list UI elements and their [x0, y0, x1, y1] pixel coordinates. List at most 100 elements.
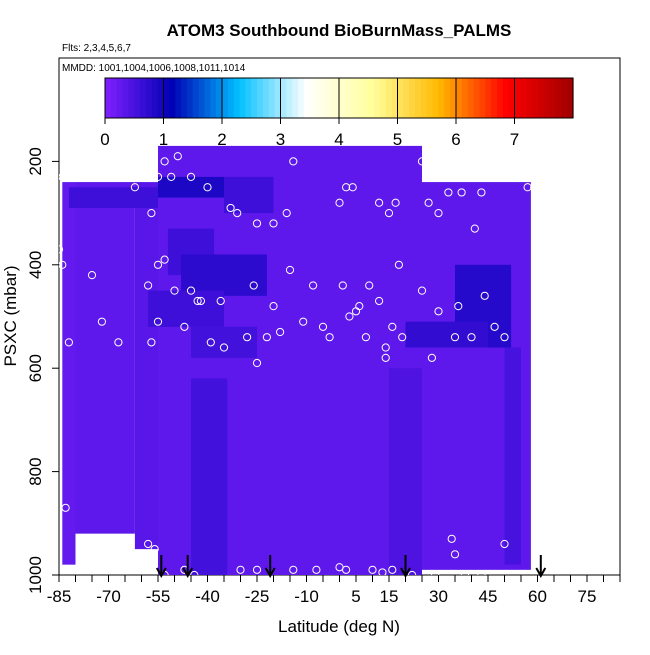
- sample-marker: [160, 157, 169, 166]
- sample-marker: [424, 198, 433, 207]
- colorbar-swatch: [134, 78, 141, 118]
- sample-marker: [289, 157, 298, 166]
- colorbar-swatch: [438, 78, 445, 118]
- sample-marker: [375, 296, 384, 306]
- sample-marker: [388, 565, 397, 574]
- colorbar-swatch: [473, 78, 480, 118]
- colorbar-swatch: [356, 78, 363, 118]
- sample-marker: [447, 534, 456, 543]
- colorbar-swatch: [262, 78, 270, 118]
- sample-marker: [167, 172, 176, 182]
- colorbar-swatch: [251, 78, 258, 118]
- sample-marker: [144, 172, 153, 182]
- sample-marker: [384, 209, 394, 218]
- colorbar-swatch: [391, 78, 399, 118]
- colorbar-swatch: [327, 78, 334, 118]
- sample-marker: [196, 296, 205, 306]
- colorbar-swatch: [426, 78, 434, 118]
- x-tick-label: 60: [528, 587, 547, 606]
- colorbar-swatch: [222, 78, 229, 118]
- colorbar-swatch: [105, 78, 112, 118]
- sample-marker: [348, 183, 357, 192]
- sample-marker: [252, 219, 262, 228]
- sample-marker: [87, 172, 97, 182]
- colorbar-swatch: [257, 78, 264, 118]
- colorbar-swatch: [151, 78, 159, 118]
- heatmap-cell: [62, 182, 76, 565]
- colorbar-swatch: [496, 78, 504, 118]
- flight-arrow: [535, 555, 547, 579]
- flight-arrow: [182, 555, 194, 579]
- sample-marker: [450, 550, 460, 559]
- sample-marker: [150, 545, 159, 554]
- sample-marker: [252, 358, 262, 368]
- sample-marker: [71, 172, 80, 182]
- colorbar-swatch: [140, 78, 147, 118]
- sample-marker: [500, 333, 509, 342]
- sample-marker: [170, 286, 179, 295]
- sample-marker: [434, 209, 443, 218]
- colorbar-swatch: [239, 78, 246, 118]
- sample-marker: [186, 286, 196, 295]
- colorbar-swatch: [415, 78, 422, 118]
- colorbar-swatch: [479, 78, 486, 118]
- sample-marker: [355, 302, 364, 311]
- sample-marker: [394, 260, 403, 269]
- colorbar-swatch: [555, 78, 562, 118]
- colorbar-swatch: [397, 78, 404, 118]
- sample-marker: [470, 224, 479, 233]
- x-axis: -85 -70 -55 -40 -25 -10 5 15 30 45 60 75: [47, 575, 621, 606]
- sample-marker: [427, 353, 436, 362]
- heatmap-cells: [62, 145, 531, 575]
- colorbar-swatch: [198, 78, 206, 118]
- x-tick-label: -25: [245, 587, 270, 606]
- colorbar-swatch: [532, 78, 539, 118]
- colorbar-swatch: [303, 78, 311, 118]
- sample-marker: [59, 172, 67, 182]
- sample-marker: [153, 172, 163, 182]
- colorbar-swatch: [204, 78, 211, 118]
- sample-marker: [450, 333, 460, 342]
- sample-marker: [417, 157, 427, 166]
- sample-marker: [381, 343, 390, 352]
- sample-marker: [467, 333, 476, 342]
- x-axis-label: Latitude (deg N): [278, 617, 400, 636]
- colorbar-swatch: [461, 78, 469, 118]
- sample-marker: [226, 203, 235, 213]
- sample-marker: [285, 265, 295, 275]
- x-tick-label: -40: [195, 587, 220, 606]
- colorbar-swatch: [520, 78, 527, 118]
- heatmap-cell: [134, 182, 162, 550]
- colorbar-swatch: [268, 78, 276, 118]
- x-tick-label: 45: [479, 587, 498, 606]
- colorbar-swatch: [181, 78, 188, 118]
- colorbar-swatch: [116, 78, 124, 118]
- heatmap-cell: [389, 368, 422, 575]
- sample-marker: [318, 322, 328, 331]
- sample-marker: [186, 172, 196, 182]
- colorbar-swatch: [368, 78, 375, 118]
- x-tick-label: -55: [146, 587, 171, 606]
- colorbar-swatch: [379, 78, 387, 118]
- sample-marker: [59, 245, 64, 254]
- heatmap-cell: [504, 347, 521, 565]
- sample-marker: [160, 255, 169, 264]
- colorbar-swatch: [298, 78, 305, 118]
- sample-markers: [59, 152, 539, 575]
- colorbar-tick-label: 5: [393, 130, 402, 149]
- sample-marker: [460, 570, 469, 575]
- heatmap-cell: [158, 176, 224, 198]
- colorbar-swatch: [128, 78, 135, 118]
- colorbar-swatch: [350, 78, 358, 118]
- sample-marker: [104, 545, 113, 554]
- sample-marker: [338, 281, 347, 290]
- colorbar-tick-label: 3: [276, 130, 285, 149]
- sample-marker: [398, 333, 407, 342]
- x-tick-label: 5: [351, 587, 360, 606]
- sample-marker: [173, 152, 182, 161]
- sample-marker: [114, 338, 123, 347]
- colorbar-swatch: [175, 78, 182, 118]
- sample-marker: [480, 291, 489, 300]
- sample-marker: [309, 281, 318, 290]
- sample-marker: [477, 188, 486, 197]
